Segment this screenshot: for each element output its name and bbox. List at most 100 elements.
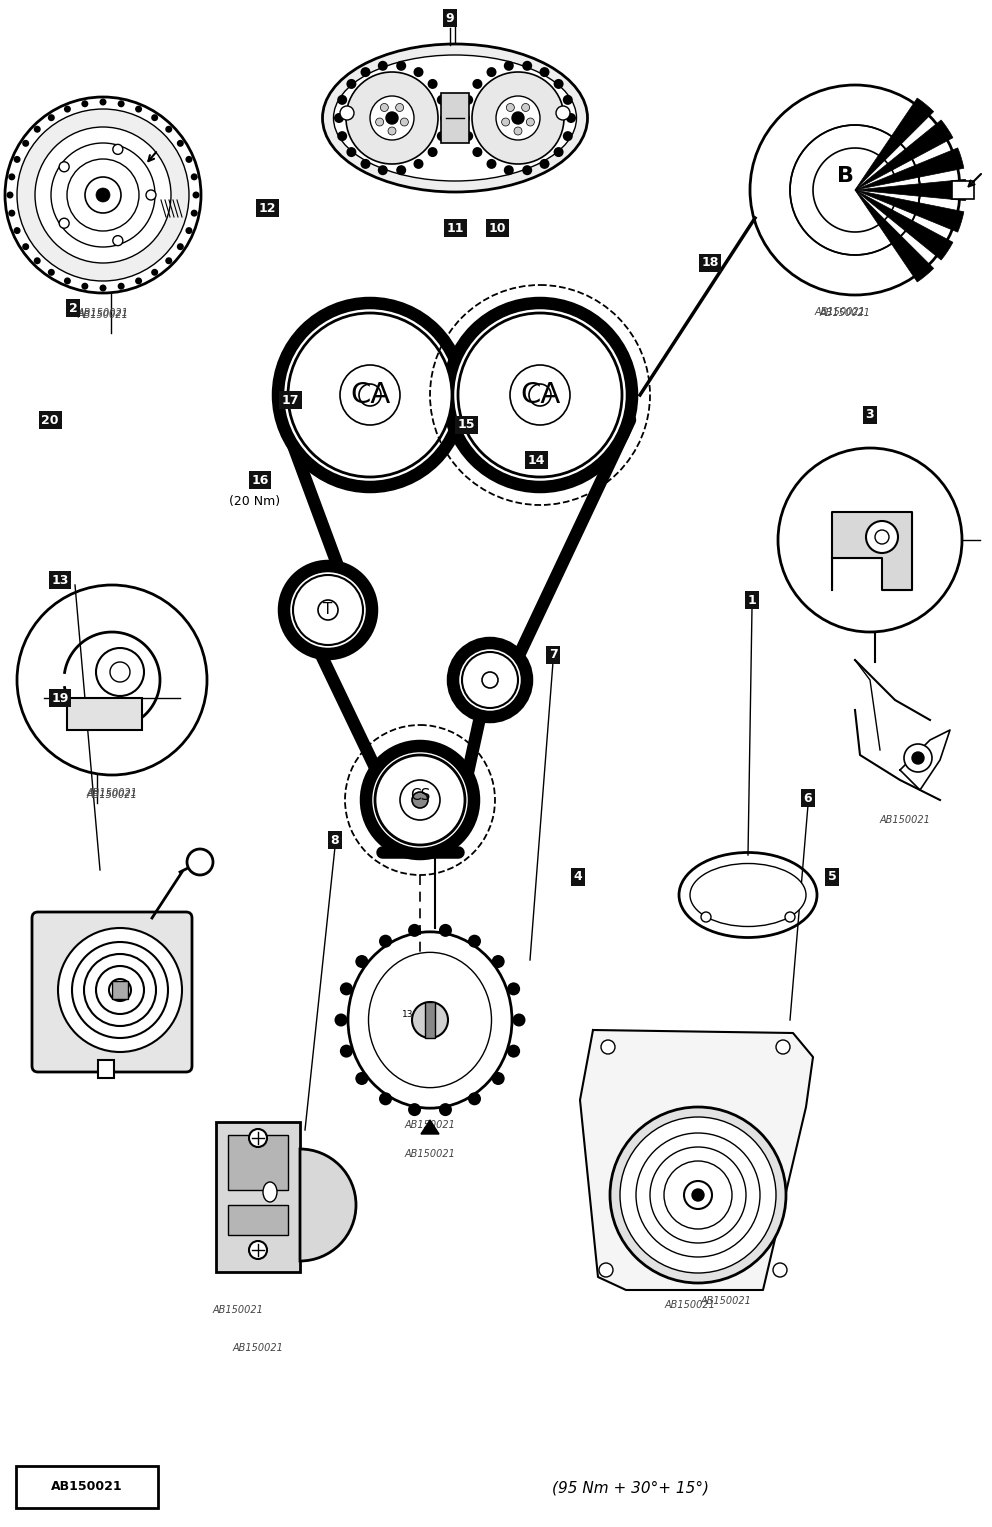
Text: 11: 11 bbox=[446, 221, 463, 235]
FancyBboxPatch shape bbox=[32, 912, 192, 1072]
Wedge shape bbox=[855, 179, 966, 200]
Circle shape bbox=[486, 67, 497, 76]
Circle shape bbox=[337, 95, 347, 105]
Circle shape bbox=[522, 165, 532, 176]
Circle shape bbox=[22, 243, 29, 250]
Circle shape bbox=[113, 235, 123, 246]
Circle shape bbox=[58, 928, 182, 1052]
Circle shape bbox=[472, 72, 564, 163]
Circle shape bbox=[5, 98, 201, 293]
Circle shape bbox=[562, 131, 572, 140]
Circle shape bbox=[513, 1014, 526, 1026]
Polygon shape bbox=[580, 1031, 813, 1290]
Circle shape bbox=[408, 924, 421, 938]
Circle shape bbox=[785, 912, 795, 922]
Text: AB150021: AB150021 bbox=[700, 1296, 751, 1306]
Circle shape bbox=[502, 118, 510, 127]
Circle shape bbox=[118, 101, 125, 107]
Circle shape bbox=[496, 96, 540, 140]
Circle shape bbox=[506, 104, 515, 111]
Circle shape bbox=[650, 1147, 746, 1243]
Circle shape bbox=[81, 282, 88, 290]
Circle shape bbox=[34, 257, 41, 264]
Circle shape bbox=[904, 744, 932, 773]
Circle shape bbox=[8, 209, 15, 217]
Text: (95 Nm + 30°+ 15°): (95 Nm + 30°+ 15°) bbox=[170, 1481, 326, 1495]
Bar bbox=[228, 1135, 288, 1190]
Circle shape bbox=[554, 147, 563, 157]
Circle shape bbox=[750, 86, 960, 295]
Circle shape bbox=[507, 1044, 520, 1058]
Circle shape bbox=[14, 228, 21, 234]
Text: 9: 9 bbox=[445, 12, 454, 24]
Circle shape bbox=[636, 1133, 760, 1257]
Circle shape bbox=[48, 269, 55, 276]
Circle shape bbox=[355, 954, 368, 968]
Circle shape bbox=[135, 278, 142, 284]
Bar bbox=[425, 1002, 435, 1038]
Circle shape bbox=[778, 447, 962, 632]
Polygon shape bbox=[832, 512, 912, 589]
Circle shape bbox=[109, 979, 131, 1002]
Wedge shape bbox=[300, 1148, 356, 1261]
Circle shape bbox=[529, 383, 551, 406]
Circle shape bbox=[376, 118, 384, 127]
Circle shape bbox=[507, 982, 520, 996]
Text: 1: 1 bbox=[748, 594, 756, 606]
Circle shape bbox=[396, 104, 404, 111]
Circle shape bbox=[370, 96, 414, 140]
Circle shape bbox=[51, 144, 155, 247]
Circle shape bbox=[514, 127, 522, 134]
Circle shape bbox=[379, 1092, 392, 1106]
Bar bbox=[952, 182, 974, 199]
Text: AB150021: AB150021 bbox=[48, 1487, 98, 1498]
Text: 17: 17 bbox=[282, 394, 299, 406]
Circle shape bbox=[504, 165, 514, 176]
Text: AB150021: AB150021 bbox=[819, 308, 870, 318]
Polygon shape bbox=[421, 1119, 439, 1135]
Circle shape bbox=[35, 127, 171, 263]
Circle shape bbox=[249, 1241, 267, 1258]
Text: 3: 3 bbox=[866, 409, 874, 421]
Text: 19: 19 bbox=[52, 692, 68, 704]
Circle shape bbox=[380, 104, 388, 111]
Circle shape bbox=[562, 95, 572, 105]
Text: AB150021: AB150021 bbox=[86, 788, 138, 799]
Circle shape bbox=[428, 147, 437, 157]
Circle shape bbox=[48, 115, 55, 121]
Circle shape bbox=[610, 1107, 786, 1283]
Circle shape bbox=[14, 156, 21, 163]
Circle shape bbox=[556, 105, 570, 121]
Circle shape bbox=[346, 72, 438, 163]
Circle shape bbox=[346, 147, 356, 157]
Text: 15: 15 bbox=[457, 418, 475, 432]
Circle shape bbox=[492, 1072, 505, 1086]
Circle shape bbox=[17, 108, 189, 281]
Circle shape bbox=[85, 177, 121, 212]
Circle shape bbox=[360, 67, 370, 76]
Circle shape bbox=[453, 643, 527, 718]
Circle shape bbox=[620, 1116, 776, 1274]
Circle shape bbox=[527, 118, 535, 127]
Circle shape bbox=[355, 1072, 368, 1086]
Circle shape bbox=[346, 79, 356, 89]
Circle shape bbox=[468, 935, 481, 948]
Ellipse shape bbox=[322, 44, 587, 192]
Wedge shape bbox=[855, 98, 933, 189]
Text: AB150021: AB150021 bbox=[232, 1344, 284, 1353]
Circle shape bbox=[436, 95, 446, 105]
Circle shape bbox=[8, 174, 15, 180]
Circle shape bbox=[340, 105, 354, 121]
Text: CA: CA bbox=[520, 382, 560, 409]
Circle shape bbox=[288, 313, 452, 476]
Circle shape bbox=[388, 127, 396, 134]
Wedge shape bbox=[855, 189, 933, 282]
Text: 13: 13 bbox=[52, 574, 68, 586]
Circle shape bbox=[360, 159, 370, 169]
Circle shape bbox=[664, 1161, 732, 1229]
Circle shape bbox=[379, 935, 392, 948]
Circle shape bbox=[96, 967, 144, 1014]
Circle shape bbox=[22, 140, 29, 147]
Circle shape bbox=[186, 228, 192, 234]
Wedge shape bbox=[855, 121, 953, 189]
